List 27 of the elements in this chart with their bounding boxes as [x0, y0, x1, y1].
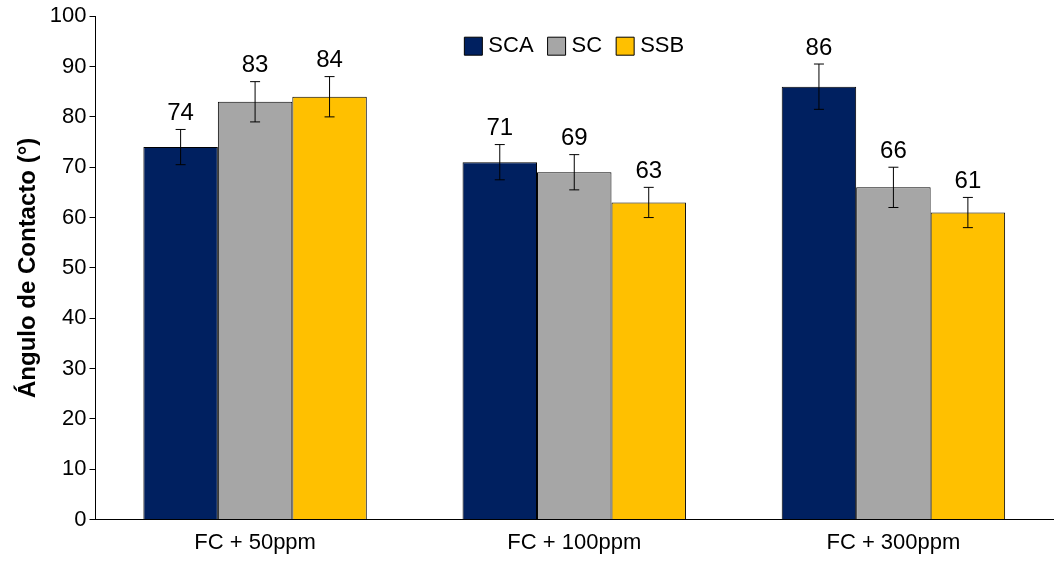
- y-tick-label: 30: [62, 354, 87, 380]
- y-tick-label: 80: [62, 102, 87, 128]
- data-label: 61: [954, 166, 982, 194]
- data-label: 66: [880, 135, 907, 163]
- legend-label: SC: [571, 32, 603, 58]
- y-tick-label: 20: [62, 404, 87, 430]
- data-label: 71: [486, 113, 514, 141]
- x-tick-label: FC + 100ppm: [507, 528, 642, 554]
- x-tick-label: FC + 300ppm: [826, 528, 961, 554]
- legend-label: SSB: [640, 32, 685, 58]
- data-label: 86: [805, 32, 833, 60]
- data-label: 74: [167, 98, 194, 126]
- data-label: 69: [560, 123, 588, 151]
- y-tick-label: 0: [74, 505, 87, 531]
- y-tick-label: 90: [62, 52, 87, 78]
- data-label: 84: [316, 45, 343, 73]
- y-tick-label: 100: [49, 2, 87, 28]
- data-label: 63: [635, 155, 663, 183]
- y-tick-label: 40: [62, 304, 87, 330]
- y-tick-label: 10: [62, 455, 87, 481]
- y-tick-label: 60: [62, 203, 87, 229]
- y-axis-title: Ángulo de Contacto (°): [13, 137, 41, 399]
- data-label: 83: [241, 50, 269, 78]
- legend-label: SCA: [488, 32, 534, 58]
- y-tick-label: 70: [62, 153, 87, 179]
- x-tick-label: FC + 50ppm: [194, 528, 316, 554]
- y-tick-label: 50: [62, 253, 87, 279]
